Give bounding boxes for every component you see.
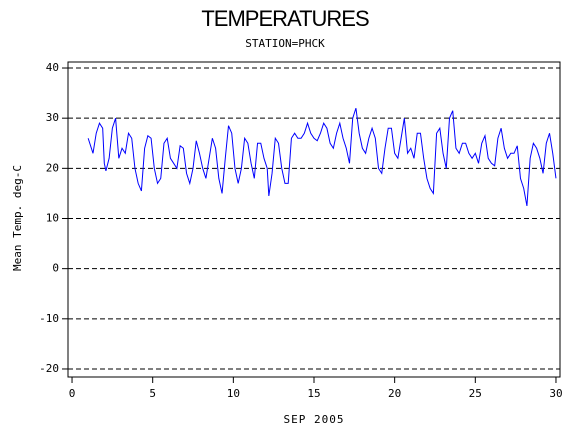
x-tick-label: 0 xyxy=(69,387,76,400)
x-axis-label: SEP 2005 xyxy=(284,413,345,426)
x-tick-label: 25 xyxy=(469,387,482,400)
data-line xyxy=(87,107,557,207)
y-tick-label: 0 xyxy=(52,262,59,275)
chart-subtitle: STATION=PHCK xyxy=(245,37,325,50)
y-tick-label: 40 xyxy=(46,61,59,74)
chart-title: TEMPERATURES xyxy=(201,6,369,31)
y-tick-label: -10 xyxy=(39,312,59,325)
x-tick-label: 20 xyxy=(388,387,401,400)
y-tick-label: 10 xyxy=(46,211,59,224)
x-tick-label: 15 xyxy=(307,387,320,400)
y-tick-label: 20 xyxy=(46,161,59,174)
y-tick-label: -20 xyxy=(39,362,59,375)
x-tick-label: 10 xyxy=(227,387,240,400)
plot-frame xyxy=(67,61,561,378)
x-tick-label: 30 xyxy=(549,387,562,400)
y-axis-label: Mean Temp. deg-C xyxy=(11,165,24,271)
y-tick-label: 30 xyxy=(46,111,59,124)
x-tick-label: 5 xyxy=(149,387,156,400)
